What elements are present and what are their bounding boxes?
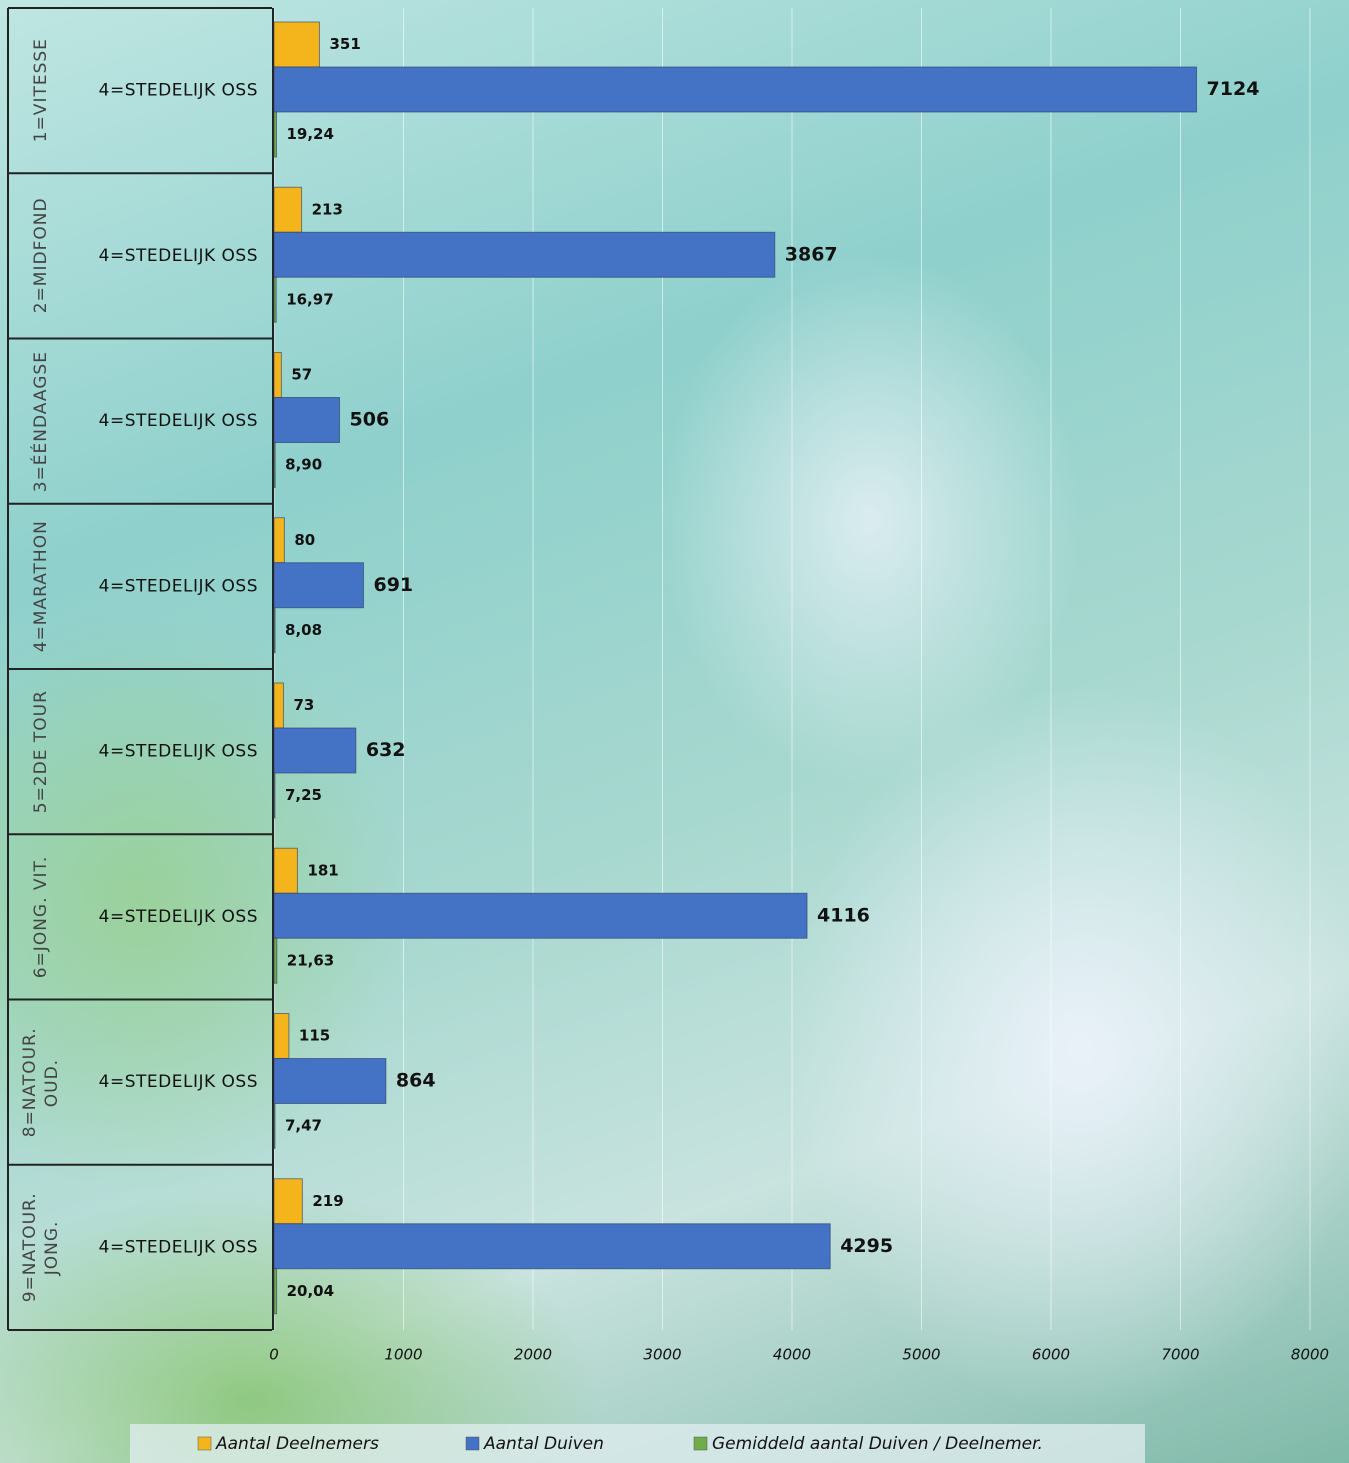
data-label: 57 bbox=[291, 366, 312, 384]
legend-swatch bbox=[197, 1436, 212, 1451]
bar bbox=[273, 21, 320, 68]
legend-swatch bbox=[465, 1436, 480, 1451]
bar bbox=[273, 772, 276, 819]
data-label: 73 bbox=[293, 696, 314, 714]
data-label: 219 bbox=[312, 1192, 343, 1210]
data-label: 8,08 bbox=[285, 621, 322, 639]
category-label: 4=STEDELIJK OSS bbox=[99, 1072, 258, 1092]
data-label: 506 bbox=[350, 409, 390, 431]
group-label: 5=2DE TOUR bbox=[31, 690, 51, 814]
bar bbox=[273, 682, 284, 729]
bar bbox=[273, 186, 303, 233]
category-label: 4=STEDELIJK OSS bbox=[99, 81, 258, 101]
data-label: 7124 bbox=[1207, 78, 1260, 100]
data-label: 19,24 bbox=[286, 125, 333, 143]
legend-label: Aantal Duiven bbox=[483, 1434, 604, 1454]
bar bbox=[273, 727, 357, 774]
bar bbox=[273, 1013, 290, 1059]
data-label: 181 bbox=[307, 861, 338, 879]
data-label: 21,63 bbox=[287, 951, 334, 969]
bar bbox=[273, 1223, 831, 1270]
bar bbox=[273, 1103, 276, 1149]
x-tick-label: 5000 bbox=[902, 1346, 940, 1364]
data-label: 16,97 bbox=[286, 290, 333, 308]
data-label: 691 bbox=[373, 574, 413, 596]
data-label: 632 bbox=[366, 739, 406, 761]
category-label: 4=STEDELIJK OSS bbox=[99, 1237, 258, 1257]
bar bbox=[273, 517, 285, 564]
bar bbox=[273, 442, 276, 488]
legend-label: Gemiddeld aantal Duiven / Deelnemer. bbox=[712, 1434, 1043, 1454]
x-tick-label: 2000 bbox=[514, 1346, 552, 1364]
bar bbox=[273, 1268, 278, 1315]
category-label: 4=STEDELIJK OSS bbox=[99, 576, 258, 596]
data-label: 80 bbox=[294, 531, 315, 549]
group-label: 2=MIDFOND bbox=[31, 197, 51, 314]
group-label: 4=MARATHON bbox=[31, 520, 51, 653]
bar bbox=[273, 66, 1198, 113]
data-label: 7,25 bbox=[285, 786, 322, 804]
x-tick-label: 7000 bbox=[1161, 1346, 1199, 1364]
bar bbox=[273, 276, 277, 323]
bar bbox=[273, 847, 298, 894]
category-label: 4=STEDELIJK OSS bbox=[99, 742, 258, 762]
group-label: 1=VITESSE bbox=[31, 38, 51, 143]
bar bbox=[273, 892, 808, 939]
bar bbox=[273, 1058, 387, 1104]
group-label: 3=ÉÉNDAAGSE bbox=[31, 350, 51, 492]
data-label: 115 bbox=[299, 1027, 330, 1045]
category-label: 4=STEDELIJK OSS bbox=[99, 907, 258, 927]
data-label: 4116 bbox=[817, 904, 870, 926]
group-label: 9=NATOUR. JONG. bbox=[20, 1192, 62, 1303]
x-tick-label: 6000 bbox=[1032, 1346, 1070, 1364]
bar bbox=[273, 397, 341, 443]
data-label: 3867 bbox=[785, 243, 838, 265]
data-label: 213 bbox=[312, 200, 343, 218]
group-label: 8=NATOUR. OUD. bbox=[20, 1027, 62, 1138]
bar bbox=[273, 352, 282, 398]
category-label: 4=STEDELIJK OSS bbox=[99, 411, 258, 431]
group-label: 6=JONG. VIT. bbox=[31, 855, 51, 979]
legend-swatch bbox=[693, 1436, 708, 1451]
bar bbox=[273, 1178, 303, 1225]
x-tick-label: 4000 bbox=[773, 1346, 811, 1364]
data-label: 8,90 bbox=[285, 456, 322, 474]
bar bbox=[273, 562, 364, 609]
legend-box bbox=[130, 1424, 1145, 1463]
bar bbox=[273, 231, 776, 278]
x-tick-label: 0 bbox=[269, 1346, 279, 1364]
x-tick-label: 8000 bbox=[1291, 1346, 1329, 1364]
data-label: 7,47 bbox=[285, 1117, 322, 1135]
x-tick-label: 1000 bbox=[384, 1346, 422, 1364]
data-label: 351 bbox=[329, 35, 360, 53]
category-label: 4=STEDELIJK OSS bbox=[99, 246, 258, 266]
data-label: 20,04 bbox=[287, 1282, 334, 1300]
x-tick-label: 3000 bbox=[643, 1346, 681, 1364]
data-label: 4295 bbox=[840, 1235, 893, 1257]
data-label: 864 bbox=[396, 1070, 436, 1092]
bar bbox=[273, 937, 278, 984]
bar bbox=[273, 607, 276, 654]
legend-label: Aantal Deelnemers bbox=[215, 1434, 379, 1454]
bar bbox=[273, 111, 277, 158]
